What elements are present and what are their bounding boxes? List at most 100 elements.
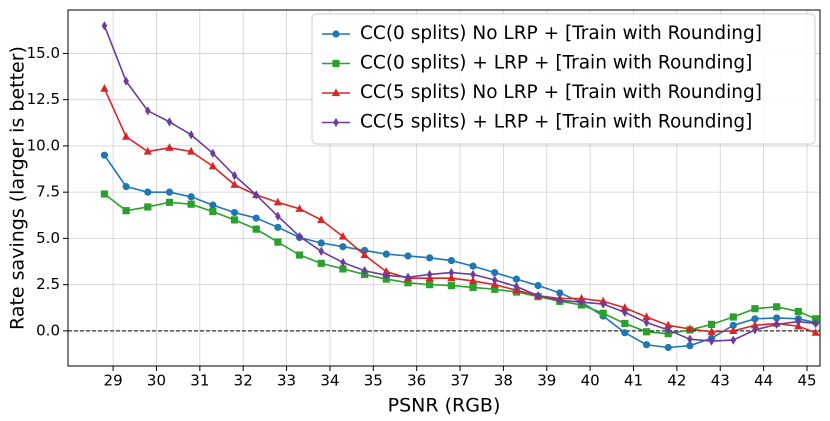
point bbox=[253, 190, 260, 200]
point bbox=[210, 148, 216, 158]
point bbox=[642, 341, 651, 349]
point bbox=[491, 275, 498, 285]
x-axis-label: PSNR (RGB) bbox=[388, 395, 501, 417]
point bbox=[599, 309, 607, 317]
point bbox=[750, 320, 760, 329]
series-line bbox=[103, 25, 816, 342]
point bbox=[274, 238, 282, 246]
point bbox=[426, 254, 434, 262]
point bbox=[751, 305, 759, 313]
point bbox=[752, 325, 758, 335]
y-tick-label: 0.0 bbox=[36, 321, 60, 339]
legend-label: CC(5 splits) + LRP + [Train with Roundin… bbox=[360, 112, 752, 133]
legend-marker bbox=[332, 59, 340, 68]
series-line bbox=[103, 88, 816, 334]
point bbox=[230, 208, 239, 217]
point bbox=[404, 279, 412, 287]
legend-marker bbox=[331, 88, 341, 97]
x-tick-label: 30 bbox=[147, 372, 166, 390]
series-line bbox=[103, 193, 816, 335]
point bbox=[685, 324, 694, 333]
point bbox=[491, 285, 499, 293]
point bbox=[383, 270, 390, 280]
point bbox=[273, 197, 283, 206]
x-tick-label: 38 bbox=[494, 372, 513, 390]
x-tick-label: 44 bbox=[754, 372, 773, 390]
plot-frame bbox=[67, 9, 821, 367]
legend-marker bbox=[333, 117, 339, 128]
point bbox=[339, 243, 347, 251]
point bbox=[773, 314, 781, 322]
point bbox=[144, 203, 152, 211]
y-tick-label: 7.5 bbox=[36, 183, 60, 201]
y-tick-label: 12.5 bbox=[27, 90, 60, 108]
point bbox=[687, 334, 693, 344]
x-tick-label: 36 bbox=[407, 372, 426, 390]
point bbox=[100, 83, 109, 92]
point bbox=[123, 76, 129, 86]
point bbox=[751, 315, 759, 323]
point bbox=[620, 303, 629, 311]
point bbox=[318, 246, 325, 256]
point bbox=[361, 246, 369, 255]
point bbox=[426, 281, 434, 289]
point bbox=[166, 117, 173, 127]
x-tick-label: 42 bbox=[667, 372, 686, 390]
x-tick-label: 43 bbox=[711, 372, 730, 390]
x-tick-label: 32 bbox=[234, 372, 253, 390]
point bbox=[811, 328, 820, 336]
point bbox=[274, 223, 282, 231]
point bbox=[209, 207, 217, 216]
point bbox=[317, 215, 326, 224]
point bbox=[165, 188, 174, 196]
point bbox=[812, 315, 820, 323]
point bbox=[795, 317, 802, 327]
point bbox=[729, 326, 738, 334]
point bbox=[600, 299, 606, 309]
point bbox=[231, 170, 238, 181]
point bbox=[144, 106, 151, 116]
legend-label: CC(0 splits) + LRP + [Train with Roundin… bbox=[360, 53, 752, 74]
point bbox=[230, 216, 239, 224]
legend-label: CC(0 splits) No LRP + [Train with Roundi… bbox=[360, 23, 762, 44]
point bbox=[729, 313, 737, 321]
y-axis-label: Rate savings (larger is better) bbox=[7, 46, 29, 330]
legend-box bbox=[311, 13, 816, 145]
point bbox=[773, 303, 781, 311]
point bbox=[512, 275, 521, 283]
point bbox=[295, 251, 304, 259]
point bbox=[773, 319, 780, 329]
y-tick-label: 10.0 bbox=[27, 136, 60, 154]
point bbox=[101, 21, 108, 31]
point bbox=[730, 335, 737, 345]
point bbox=[295, 204, 304, 212]
legend-marker bbox=[332, 30, 340, 38]
point bbox=[534, 281, 542, 290]
point bbox=[275, 211, 281, 221]
point bbox=[708, 336, 715, 346]
x-tick-label: 45 bbox=[797, 372, 816, 390]
point bbox=[187, 193, 195, 201]
point bbox=[448, 268, 455, 278]
x-tick-label: 34 bbox=[320, 372, 339, 390]
point bbox=[642, 312, 651, 321]
x-tick-label: 31 bbox=[190, 372, 209, 390]
point bbox=[794, 307, 802, 316]
point bbox=[447, 281, 455, 290]
point bbox=[469, 262, 477, 270]
point bbox=[426, 269, 433, 280]
point bbox=[404, 252, 412, 260]
point bbox=[643, 317, 650, 328]
point bbox=[665, 325, 672, 335]
legend-label: CC(5 splits) No LRP + [Train with Roundi… bbox=[360, 82, 762, 103]
x-tick-label: 37 bbox=[450, 372, 469, 390]
point bbox=[664, 320, 673, 329]
point bbox=[556, 289, 564, 297]
point bbox=[707, 320, 716, 328]
point bbox=[556, 295, 563, 305]
point bbox=[165, 143, 174, 151]
point bbox=[664, 343, 672, 352]
point bbox=[187, 200, 195, 208]
point bbox=[707, 327, 716, 335]
